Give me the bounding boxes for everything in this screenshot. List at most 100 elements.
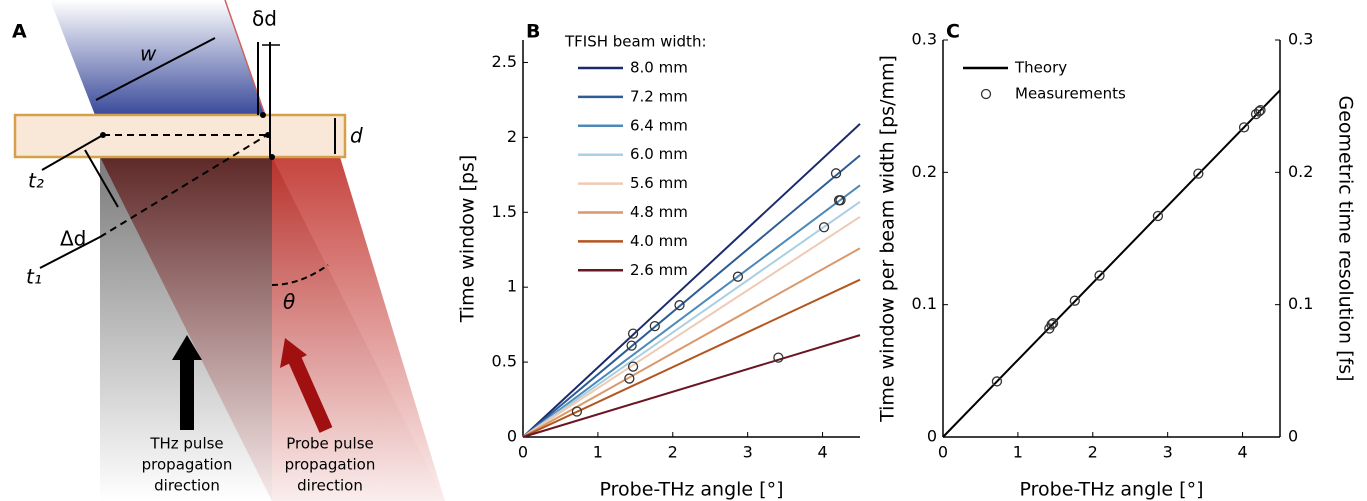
captions: THz pulse propagation direction Probe pulse…	[142, 435, 376, 495]
delta-d-arrow	[84, 149, 119, 208]
x-tick-label: 1	[593, 443, 603, 462]
y2-tick-label: 0.3	[1288, 30, 1313, 49]
w-arrow	[95, 37, 216, 101]
y-tick-label: 0.2	[912, 162, 937, 181]
legend-label: Theory	[1014, 59, 1067, 77]
legend-label: 4.0 mm	[630, 232, 688, 250]
y-axis-label: Time window per beam width [ps/mm]	[877, 55, 899, 423]
y-tick-label: 0	[507, 427, 517, 446]
label-t2: t₂	[28, 169, 44, 193]
marker	[624, 373, 635, 384]
legend-label: 5.6 mm	[630, 174, 688, 192]
x-tick-label: 0	[518, 443, 528, 462]
marker	[626, 340, 637, 351]
y-tick-label: 1.5	[492, 202, 517, 221]
marker	[1069, 295, 1080, 306]
marker	[1193, 168, 1204, 179]
y-tick-label: 1	[507, 277, 517, 296]
legend-label: 7.2 mm	[630, 87, 688, 105]
panel-label: B	[526, 21, 540, 43]
x-tick-label: 3	[743, 443, 753, 462]
marker	[991, 376, 1003, 387]
x-tick-label: 0	[938, 443, 948, 462]
diagram	[13, 0, 445, 501]
marker	[835, 195, 846, 206]
y-tick-label: 0.5	[492, 352, 517, 371]
caption: direction	[154, 477, 220, 495]
caption: propagation	[142, 456, 233, 474]
x-tick-label: 1	[1013, 443, 1023, 462]
caption: THz pulse	[149, 435, 223, 453]
caption: propagation	[285, 456, 376, 474]
legend-title: TFISH beam width:	[564, 33, 707, 51]
x-tick-label: 4	[817, 443, 827, 462]
x-axis-label: Probe-THz angle [°]	[600, 479, 784, 501]
y2-tick-label: 0.2	[1288, 162, 1313, 181]
caption: direction	[297, 477, 363, 495]
y-tick-label: 0	[927, 427, 937, 446]
y2-tick-label: 0	[1288, 427, 1298, 446]
line	[522, 123, 861, 438]
caption: Probe pulse	[286, 435, 374, 453]
marker	[1047, 318, 1059, 329]
label-theta: θ	[283, 290, 295, 314]
marker	[1046, 319, 1057, 330]
marker	[1238, 122, 1250, 133]
y-tick-label: 2	[507, 127, 517, 146]
line	[522, 334, 861, 438]
legend-marker	[980, 88, 992, 100]
line	[522, 278, 861, 438]
x-tick-label: 3	[1163, 443, 1173, 462]
point	[100, 132, 106, 138]
y2-tick-label: 0.1	[1288, 294, 1313, 313]
line	[522, 154, 861, 438]
line	[942, 89, 1281, 438]
angle-arc	[271, 264, 329, 286]
marker	[674, 300, 685, 311]
panel-label: A	[12, 21, 27, 43]
marker	[830, 168, 842, 179]
legend-label: 2.6 mm	[630, 261, 688, 279]
x-tick-label: 4	[1237, 443, 1247, 462]
y-tick-label: 2.5	[492, 52, 517, 71]
label-w: w	[140, 42, 157, 66]
marker	[1094, 270, 1105, 281]
legend-label: 6.0 mm	[630, 145, 688, 163]
wavefront-t2	[41, 134, 104, 171]
y-axis-label: Time window [ps]	[457, 155, 479, 323]
line	[522, 200, 861, 438]
line	[522, 247, 861, 438]
label-d: d	[350, 124, 363, 148]
legend-label: 8.0 mm	[630, 59, 688, 77]
panel-label: C	[946, 21, 960, 43]
legend-label: 4.8 mm	[630, 203, 688, 221]
marker	[1253, 106, 1265, 117]
y2-axis-label: Geometric time resolution [fs]	[1335, 95, 1357, 381]
probe-arrow	[288, 357, 333, 433]
marker	[818, 222, 830, 233]
line	[522, 184, 861, 438]
probe-arrow-head	[280, 338, 307, 368]
x-axis-label: Probe-THz angle [°]	[1020, 479, 1204, 501]
marker	[732, 271, 744, 282]
y-tick-label: 0.3	[912, 30, 937, 49]
label-delta-d: Δd	[60, 227, 86, 251]
point	[260, 112, 266, 118]
wavefront-t1	[39, 236, 101, 269]
legend-label: Measurements	[1015, 85, 1126, 103]
x-tick-label: 2	[1088, 443, 1098, 462]
label-t1: t₁	[26, 265, 42, 289]
marker	[627, 328, 639, 339]
y-tick-label: 0.1	[912, 294, 937, 313]
thz-arrow-head	[172, 335, 202, 360]
marker	[773, 352, 784, 363]
marker	[571, 406, 583, 417]
thz-beam-in	[50, 0, 265, 115]
marker	[627, 361, 639, 372]
legend-label: 6.4 mm	[630, 116, 688, 134]
marker	[1152, 210, 1164, 222]
dashed-line	[99, 131, 273, 238]
line	[522, 215, 861, 438]
marker	[649, 320, 660, 332]
